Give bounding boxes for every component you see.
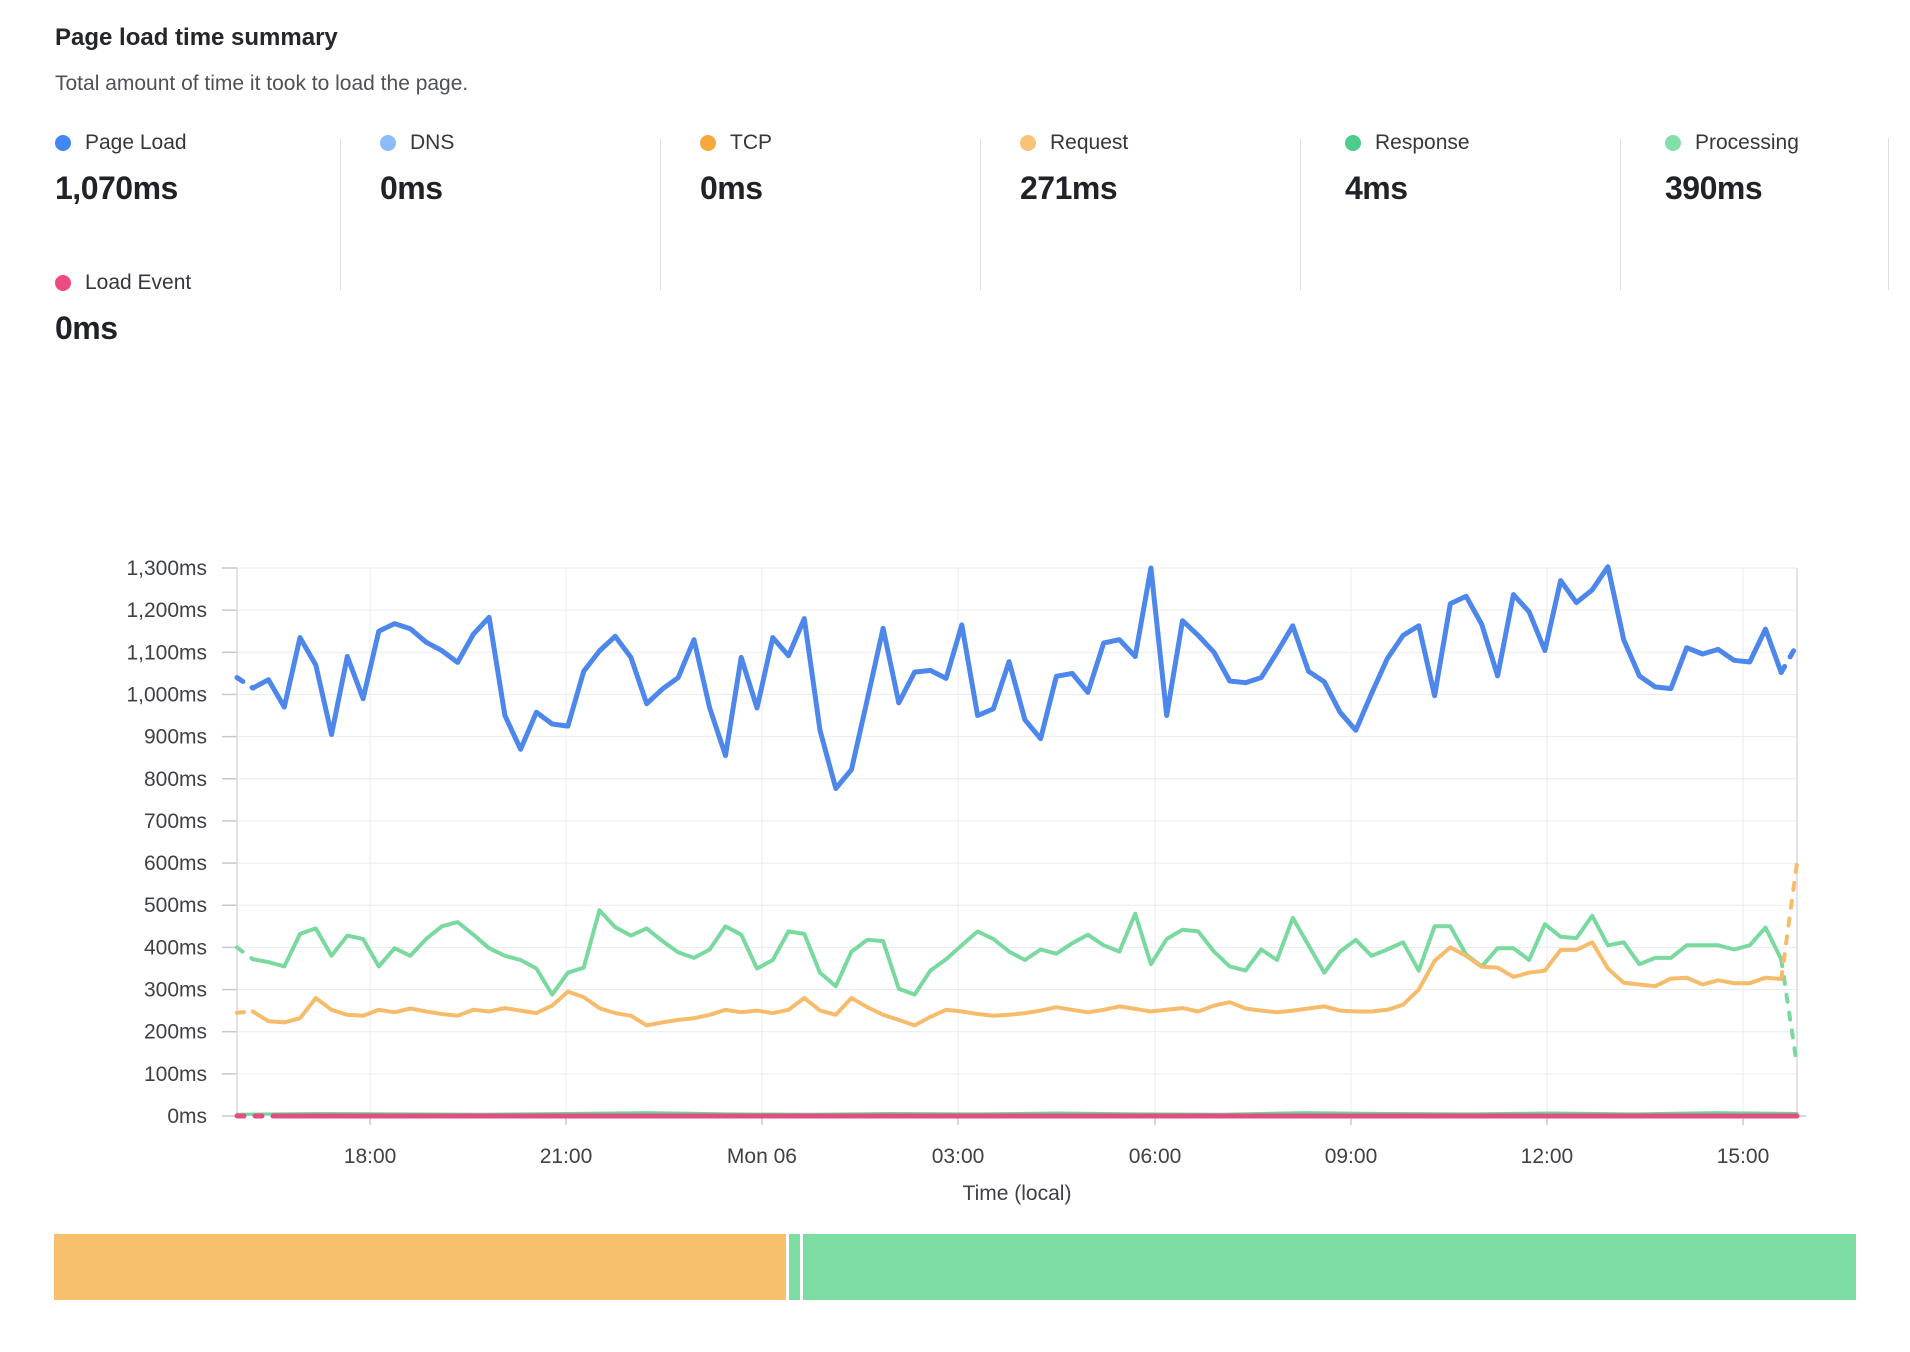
metric-load-event: Load Event 0ms (55, 270, 335, 347)
metric-divider (340, 138, 341, 290)
x-tick-label: 06:00 (1129, 1145, 1182, 1168)
processing-line-dashed (235, 945, 255, 962)
x-tick-label: Mon 06 (727, 1145, 797, 1168)
x-tick-label: 15:00 (1717, 1145, 1770, 1168)
request-line-dashed (235, 1009, 255, 1015)
response-value: 4ms (1345, 170, 1408, 206)
y-tick-label: 800ms (144, 768, 207, 791)
metric-response: Response 4ms (1345, 130, 1625, 207)
y-tick-label: 600ms (144, 852, 207, 875)
page-load-line-dashed (1778, 642, 1800, 675)
page-title: Page load time summary (55, 24, 338, 51)
load-event-value: 0ms (55, 310, 118, 346)
bar-segment-request (54, 1234, 786, 1300)
x-tick-label: 03:00 (932, 1145, 985, 1168)
metric-processing: Processing 390ms (1665, 130, 1910, 207)
y-tick-label: 900ms (144, 726, 207, 749)
y-tick-label: 0ms (167, 1105, 207, 1128)
page-load-line (250, 564, 1784, 791)
x-tick-label: 21:00 (540, 1145, 593, 1168)
y-tick-label: 200ms (144, 1021, 207, 1044)
load-event-label: Load Event (85, 271, 192, 294)
y-tick-label: 300ms (144, 979, 207, 1002)
request-line (250, 940, 1784, 1028)
processing-line-dashed (1779, 957, 1799, 1068)
y-tick-label: 500ms (144, 894, 207, 917)
metric-dns: DNS 0ms (380, 130, 660, 207)
response-legend-dot-icon (1345, 135, 1361, 151)
metric-divider (660, 138, 661, 290)
page-subtitle: Total amount of time it took to load the… (55, 72, 469, 95)
y-tick-label: 1,000ms (126, 683, 207, 706)
response-label: Response (1375, 131, 1470, 154)
page-load-line-dashed (234, 675, 256, 691)
page-load-label: Page Load (85, 131, 187, 154)
request-legend-dot-icon (1020, 135, 1036, 151)
metric-divider (1888, 138, 1889, 290)
chart-svg: 0ms 100ms 200ms 300ms 400ms 500ms 600ms 700ms 80… (126, 557, 1806, 1205)
processing-value: 390ms (1665, 170, 1763, 206)
load-event-legend-dot-icon (55, 275, 71, 291)
metric-tcp: TCP 0ms (700, 130, 980, 207)
processing-line (250, 908, 1784, 997)
x-tick-label: 09:00 (1325, 1145, 1378, 1168)
bar-segment-processing (803, 1234, 1856, 1300)
metric-request: Request 271ms (1020, 130, 1300, 207)
tcp-legend-dot-icon (700, 135, 716, 151)
dns-value: 0ms (380, 170, 443, 206)
metric-divider (1620, 138, 1621, 290)
metric-divider (1300, 138, 1301, 290)
y-tick-label: 1,300ms (126, 557, 207, 580)
bar-segment-response (789, 1234, 800, 1300)
y-tick-label: 1,200ms (126, 599, 207, 622)
y-tick-label: 1,100ms (126, 641, 207, 664)
dns-label: DNS (410, 131, 455, 154)
dns-legend-dot-icon (380, 135, 396, 151)
y-tick-label: 100ms (144, 1063, 207, 1086)
tcp-value: 0ms (700, 170, 763, 206)
page-load-value: 1,070ms (55, 170, 178, 206)
x-tick-label: 12:00 (1521, 1145, 1574, 1168)
y-tick-label: 700ms (144, 810, 207, 833)
x-axis-title: Time (local) (963, 1182, 1072, 1205)
x-tick-label: 18:00 (344, 1145, 397, 1168)
request-value: 271ms (1020, 170, 1118, 206)
processing-label: Processing (1695, 131, 1799, 154)
timing-breakdown-bar (54, 1234, 1856, 1300)
metric-page-load: Page Load 1,070ms (55, 130, 335, 207)
request-label: Request (1050, 131, 1129, 154)
processing-legend-dot-icon (1665, 135, 1681, 151)
metric-divider (980, 138, 981, 290)
load-time-chart: 0ms 100ms 200ms 300ms 400ms 500ms 600ms 700ms 80… (0, 520, 1910, 1220)
tcp-label: TCP (730, 131, 772, 154)
y-tick-label: 400ms (144, 936, 207, 959)
page-load-legend-dot-icon (55, 135, 71, 151)
request-line-dashed (1779, 861, 1799, 981)
